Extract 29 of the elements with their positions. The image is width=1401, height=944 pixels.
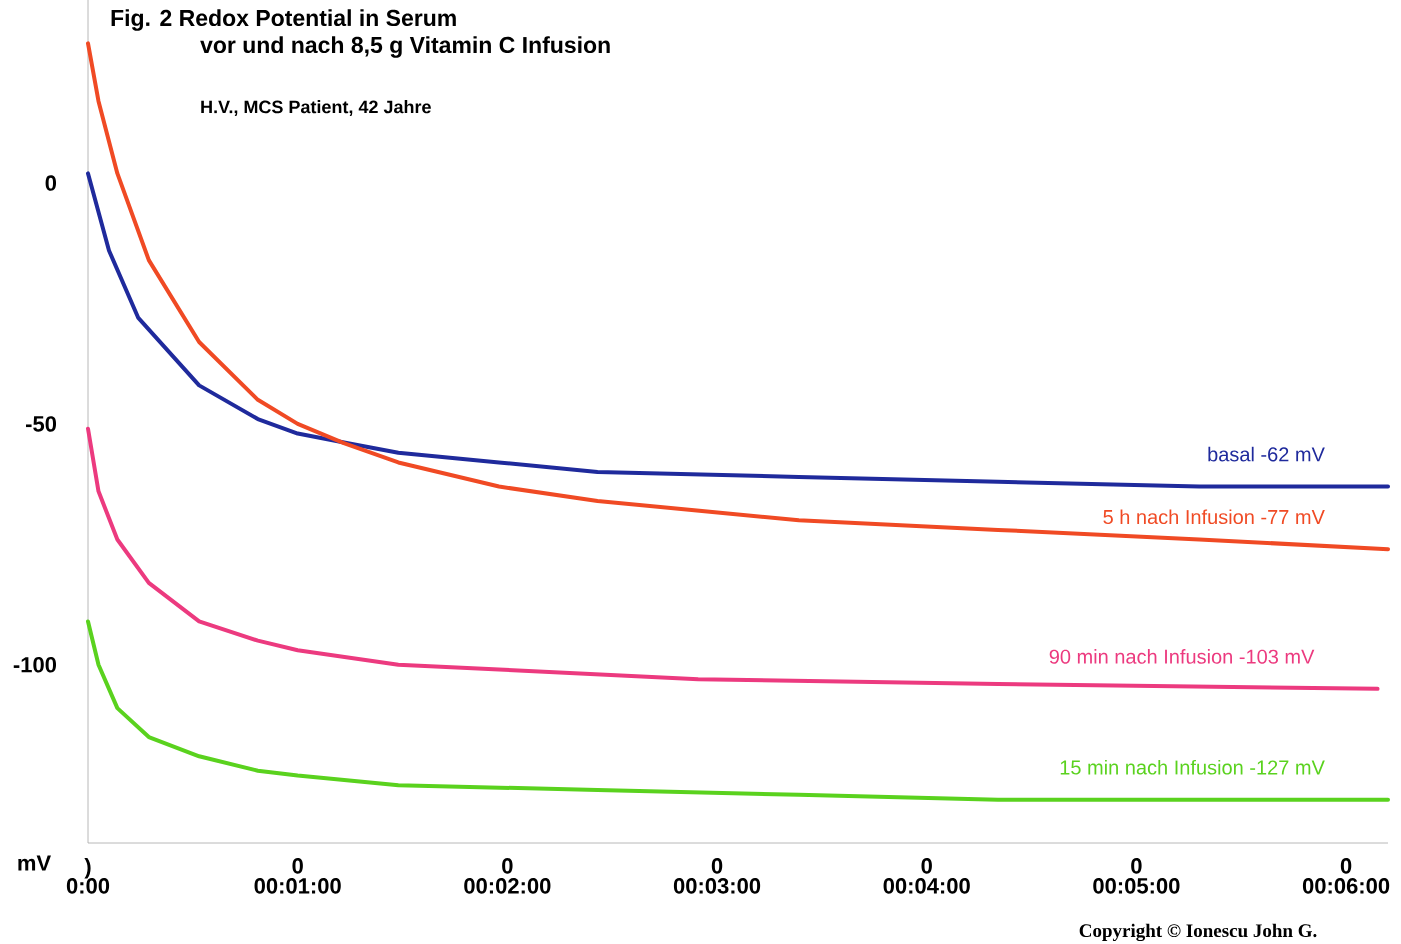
y-tick-label: -100 — [13, 657, 57, 673]
x-tick-label: 00:04:00 — [883, 878, 970, 894]
annotation: H.V., MCS Patient, 42 Jahre — [201, 100, 431, 116]
text: Copyright © Ionescu John G. — [1079, 923, 1317, 942]
text: 0 — [1131, 858, 1142, 874]
text: 0 — [1340, 858, 1352, 874]
x-tick-label: 00:01:00 — [254, 878, 341, 894]
x-tick-label: 00:06:00 — [1302, 878, 1390, 894]
text: vor und nach 8,5 g Vitamin C Infusion — [200, 36, 610, 58]
text: 0 — [502, 858, 513, 874]
text: 0 — [921, 858, 932, 874]
series-label: 15 min nach Infusion -127 mV — [1060, 759, 1325, 775]
text: 0 — [292, 858, 303, 874]
y-tick-label: -50 — [25, 416, 57, 432]
series-label: 5 h nach Infusion -77 mV — [1103, 509, 1325, 525]
chart-title: Fig. 2 Redox Potential in Serum — [111, 9, 456, 31]
line-series — [86, 619, 1391, 802]
x-tick-label: 00:02:00 — [464, 878, 551, 894]
text: ) — [84, 858, 91, 879]
line-series — [86, 426, 1380, 691]
series-label: 90 min nach Infusion -103 mV — [1049, 649, 1315, 664]
x-tick-label: 0:00 — [66, 878, 110, 894]
y-tick-label: 0 — [45, 175, 57, 191]
x-tick-label: 00:05:00 — [1093, 878, 1180, 894]
series-label: basal -62 mV — [1208, 446, 1325, 462]
text: 0 — [711, 858, 723, 874]
x-tick-label: 00:03:00 — [673, 878, 761, 894]
y-axis-title: mV — [18, 855, 51, 871]
line-series — [86, 171, 1391, 489]
